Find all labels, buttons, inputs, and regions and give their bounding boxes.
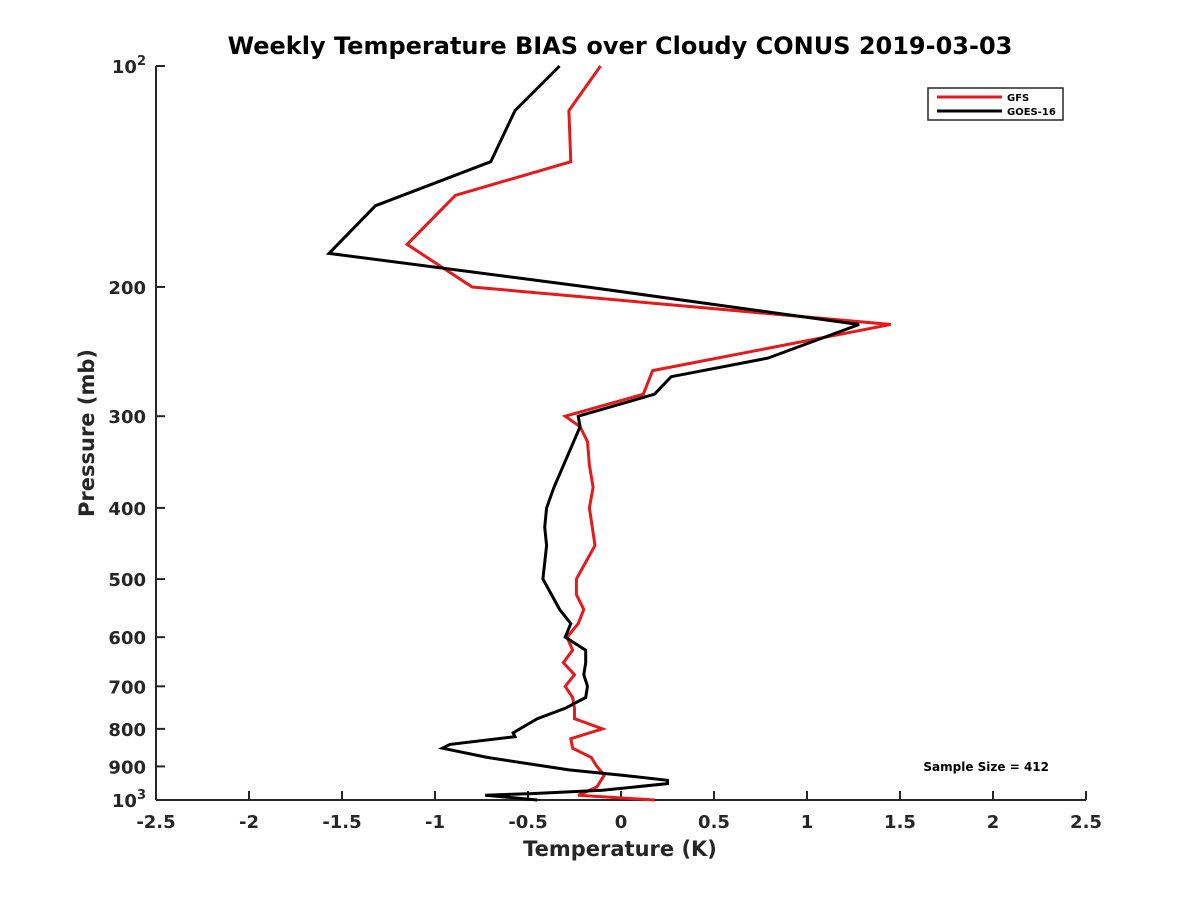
y-tick-label: 500 [108, 570, 146, 591]
x-tick-label: -2 [239, 812, 259, 833]
x-tick-label: 0.5 [698, 812, 730, 833]
legend-box [927, 87, 1064, 121]
y-tick-label: 103 [112, 788, 146, 812]
legend-label: GFS [1007, 93, 1029, 104]
x-axis-ticks: -2.5 -2 -1.5 -1 -0.5 0 0.5 1 1.5 2 2.5 [136, 791, 1102, 833]
series-line-gfs [404, 65, 891, 802]
series-line-goes-16 [325, 64, 860, 802]
x-tick-label: 2 [987, 812, 1000, 833]
plot-area [155, 66, 1086, 801]
sample-size-annotation: Sample Size = 412 [923, 760, 1049, 774]
x-tick-label: -0.5 [508, 812, 547, 833]
legend: GFS GOES-16 [927, 87, 1064, 121]
y-axis-ticks: 102 200 300 400 500 600 700 800 900 103 [108, 54, 165, 812]
y-tick-label: 400 [108, 499, 146, 520]
y-tick-label: 600 [108, 628, 146, 649]
y-axis-label: Pressure (mb) [75, 349, 99, 517]
x-axis-label: Temperature (K) [523, 837, 717, 861]
x-tick-label: 1.5 [884, 812, 916, 833]
x-tick-label: -1 [425, 812, 445, 833]
y-tick-label: 102 [112, 54, 146, 78]
y-tick-label: 900 [108, 757, 146, 778]
y-tick-label: 200 [108, 278, 146, 299]
x-tick-label: 2.5 [1070, 812, 1102, 833]
series-group [325, 64, 891, 802]
legend-label: GOES-16 [1007, 107, 1056, 118]
x-tick-label: -2.5 [136, 812, 175, 833]
y-tick-label: 700 [108, 677, 146, 698]
x-tick-label: -1.5 [322, 812, 361, 833]
chart-title: Weekly Temperature BIAS over Cloudy CONU… [228, 32, 1013, 60]
x-tick-label: 0 [615, 812, 628, 833]
y-tick-label: 800 [108, 720, 146, 741]
x-tick-label: 1 [801, 812, 814, 833]
y-tick-label: 300 [108, 407, 146, 428]
